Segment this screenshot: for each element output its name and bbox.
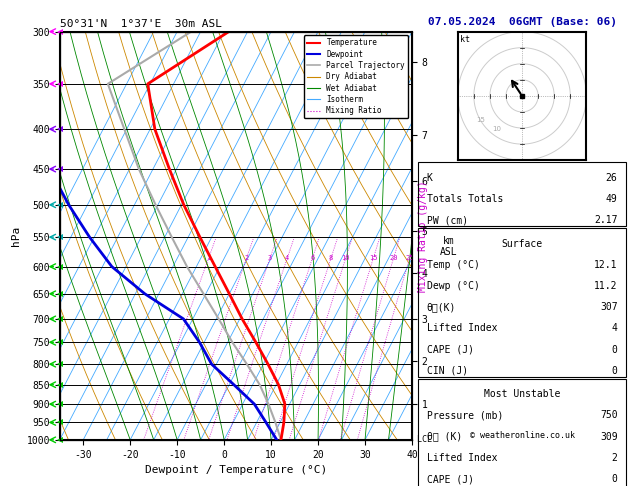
Text: Lifted Index: Lifted Index <box>426 324 497 333</box>
Text: 2.17: 2.17 <box>594 215 618 226</box>
Text: Temp (°C): Temp (°C) <box>426 260 479 270</box>
Text: 0: 0 <box>611 474 618 484</box>
Text: 307: 307 <box>600 302 618 312</box>
Bar <box>418 162 626 226</box>
Text: 20: 20 <box>389 255 398 261</box>
Text: 2: 2 <box>611 453 618 463</box>
Text: K: K <box>426 173 433 183</box>
Text: © weatheronline.co.uk: © weatheronline.co.uk <box>470 431 574 440</box>
Text: 15: 15 <box>369 255 377 261</box>
Text: 2: 2 <box>245 255 248 261</box>
Text: 12.1: 12.1 <box>594 260 618 270</box>
Text: 8: 8 <box>329 255 333 261</box>
Text: Surface: Surface <box>501 239 543 248</box>
Legend: Temperature, Dewpoint, Parcel Trajectory, Dry Adiabat, Wet Adiabat, Isotherm, Mi: Temperature, Dewpoint, Parcel Trajectory… <box>304 35 408 118</box>
Text: 750: 750 <box>600 411 618 420</box>
Y-axis label: Mixing Ratio (g/kg): Mixing Ratio (g/kg) <box>418 180 428 292</box>
Text: Most Unstable: Most Unstable <box>484 389 560 399</box>
Text: Lifted Index: Lifted Index <box>426 453 497 463</box>
Text: CIN (J): CIN (J) <box>426 366 468 376</box>
Y-axis label: hPa: hPa <box>11 226 21 246</box>
Text: 10: 10 <box>342 255 350 261</box>
Text: 25: 25 <box>406 255 414 261</box>
Text: 26: 26 <box>606 173 618 183</box>
Text: Totals Totals: Totals Totals <box>426 194 503 204</box>
Text: 4: 4 <box>611 324 618 333</box>
Text: 50°31'N  1°37'E  30m ASL: 50°31'N 1°37'E 30m ASL <box>60 19 222 30</box>
Text: 49: 49 <box>606 194 618 204</box>
Bar <box>418 379 626 486</box>
Text: CAPE (J): CAPE (J) <box>426 474 474 484</box>
Text: Dewp (°C): Dewp (°C) <box>426 281 479 291</box>
Bar <box>418 228 626 377</box>
Text: 4: 4 <box>285 255 289 261</box>
Text: 11.2: 11.2 <box>594 281 618 291</box>
Text: 1: 1 <box>206 255 211 261</box>
Text: PW (cm): PW (cm) <box>426 215 468 226</box>
Text: Pressure (mb): Pressure (mb) <box>426 411 503 420</box>
Text: θᴄ (K): θᴄ (K) <box>426 432 462 442</box>
Y-axis label: km
ASL: km ASL <box>440 236 457 257</box>
Text: 6: 6 <box>310 255 314 261</box>
Text: 309: 309 <box>600 432 618 442</box>
Text: 3: 3 <box>268 255 272 261</box>
Text: 07.05.2024  06GMT (Base: 06): 07.05.2024 06GMT (Base: 06) <box>428 17 616 27</box>
Text: CAPE (J): CAPE (J) <box>426 345 474 355</box>
Text: 0: 0 <box>611 366 618 376</box>
Text: LCL: LCL <box>412 435 432 444</box>
Text: 0: 0 <box>611 345 618 355</box>
Text: θᴄ(K): θᴄ(K) <box>426 302 456 312</box>
X-axis label: Dewpoint / Temperature (°C): Dewpoint / Temperature (°C) <box>145 465 327 475</box>
